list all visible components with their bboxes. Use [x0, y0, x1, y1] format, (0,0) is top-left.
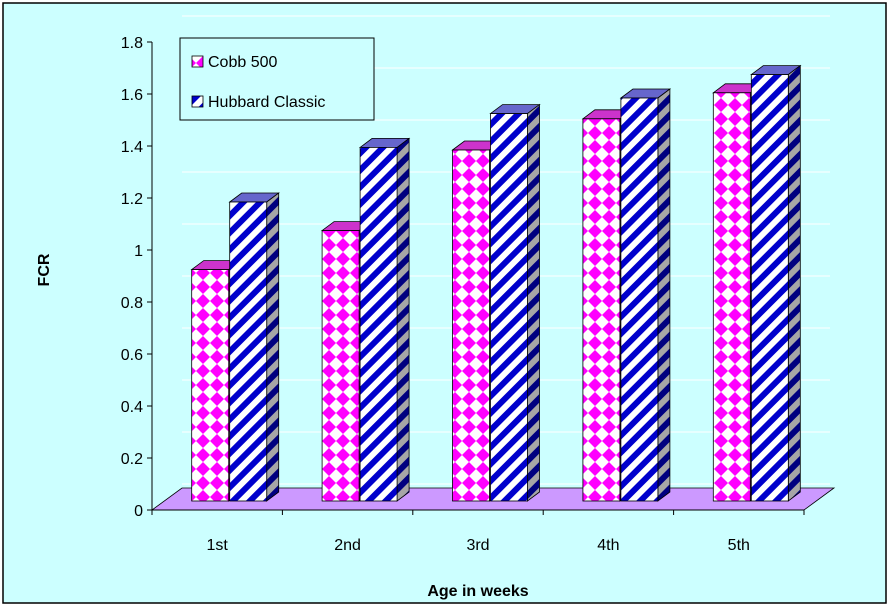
x-tick-label: 3rd — [466, 537, 489, 554]
bar-side-face — [527, 103, 540, 502]
x-tick-label: 1st — [207, 537, 229, 554]
bar-side-face — [657, 88, 671, 502]
bar-front-face — [229, 201, 268, 502]
y-tick-label: 0.4 — [121, 399, 143, 416]
bar-front-face — [750, 74, 789, 502]
bar-front-face — [452, 149, 490, 502]
bar-front-face — [712, 92, 751, 502]
bar-front-face — [359, 146, 398, 502]
x-axis-title: Age in weeks — [427, 583, 528, 600]
x-tick-label: 4th — [597, 537, 619, 554]
legend-box — [179, 37, 375, 121]
y-tick-label: 0.6 — [121, 347, 143, 364]
legend-label-cobb-500: Cobb 500 — [208, 54, 277, 71]
legend: Cobb 500 Hubbard Classic — [179, 37, 375, 121]
bar-front-face — [191, 269, 230, 502]
bar-front-face — [490, 113, 528, 502]
y-tick-label: 0 — [134, 503, 143, 520]
legend-swatch-hubbard-classic — [191, 95, 204, 108]
bar-side-face — [787, 64, 801, 502]
x-axis: 1st 2nd 3rd 4th 5th — [151, 509, 805, 554]
bar-front-face — [582, 118, 621, 502]
bar — [228, 192, 280, 502]
y-tick-label: 1 — [134, 243, 143, 260]
bar — [489, 103, 541, 502]
y-axis: 0 0.2 0.4 0.6 0.8 1 1.2 1.4 1.6 1.8 — [121, 35, 153, 520]
x-tick-label: 5th — [728, 537, 750, 554]
y-tick-label: 1.6 — [121, 87, 143, 104]
x-tick-label: 2nd — [334, 537, 361, 554]
y-axis-title: FCR — [36, 253, 53, 286]
bar-front-face — [321, 230, 360, 502]
legend-swatch-cobb-500 — [191, 55, 204, 68]
legend-label-hubbard-classic: Hubbard Classic — [208, 94, 325, 111]
bar — [619, 88, 672, 502]
bar — [358, 137, 411, 502]
bar — [750, 64, 802, 502]
y-tick-label: 0.2 — [121, 451, 143, 468]
y-tick-label: 1.2 — [121, 191, 143, 208]
bar-side-face — [266, 192, 280, 502]
bar-side-face — [396, 137, 410, 502]
y-tick-label: 0.8 — [121, 295, 143, 312]
y-tick-label: 1.4 — [121, 139, 143, 156]
bars — [190, 64, 802, 502]
bar-front-face — [620, 97, 659, 502]
y-tick-label: 1.8 — [121, 35, 143, 52]
